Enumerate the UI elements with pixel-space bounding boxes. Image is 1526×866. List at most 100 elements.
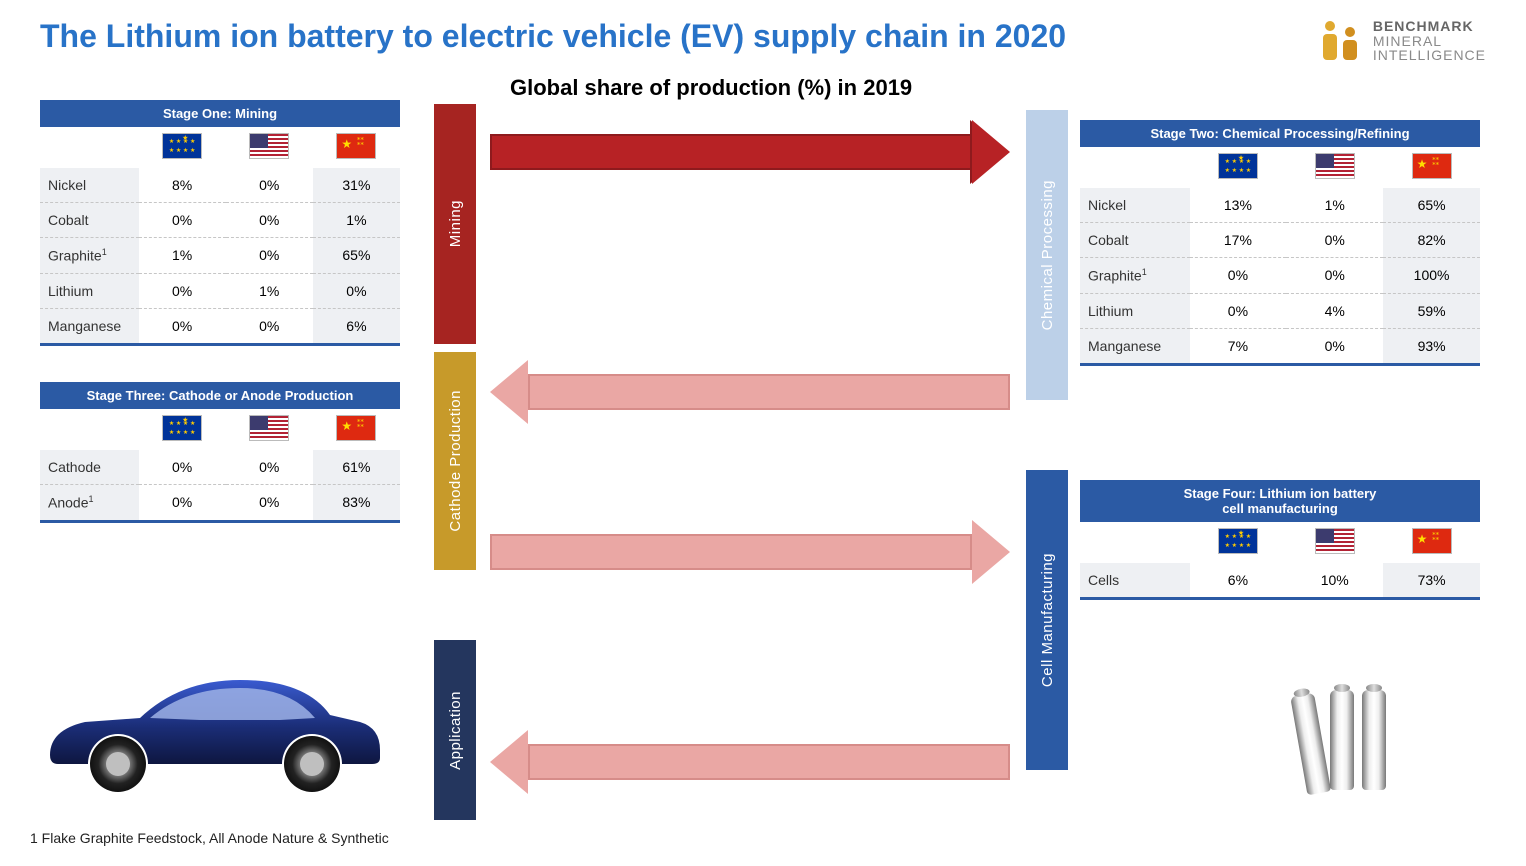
cn-flag-icon xyxy=(336,133,376,159)
stage2-cn-val: 100% xyxy=(1383,258,1480,294)
footnote: 1 Flake Graphite Feedstock, All Anode Na… xyxy=(30,830,389,846)
stage1-eu-val: 0% xyxy=(139,203,226,238)
cn-flag-icon xyxy=(1412,153,1452,179)
stage3-eu-val: 0% xyxy=(139,450,226,485)
stage1-eu-val: 0% xyxy=(139,308,226,344)
stage1-label: Graphite1 xyxy=(40,238,139,274)
logo-mark-icon xyxy=(1317,18,1363,64)
stage3-header: Stage Three: Cathode or Anode Production xyxy=(40,382,400,409)
stage1-label: Lithium xyxy=(40,273,139,308)
stage1-us-val: 0% xyxy=(226,308,313,344)
stage2-us-val: 0% xyxy=(1286,223,1383,258)
stage1-cn-val: 6% xyxy=(313,308,400,344)
stage1-row: Lithium 0% 1% 0% xyxy=(40,273,400,308)
stage1-us-val: 0% xyxy=(226,203,313,238)
stage2-label: Nickel xyxy=(1080,188,1190,223)
stage3-cn-val: 83% xyxy=(313,485,400,522)
stage1-eu-val: 8% xyxy=(139,168,226,203)
stage2-label: Graphite1 xyxy=(1080,258,1190,294)
stage2-header: Stage Two: Chemical Processing/Refining xyxy=(1080,120,1480,147)
stage3-label: Cathode xyxy=(40,450,139,485)
stage2-label: Manganese xyxy=(1080,328,1190,364)
logo-line2: MINERAL xyxy=(1373,34,1486,49)
eu-flag-icon xyxy=(162,415,202,441)
logo-line1: BENCHMARK xyxy=(1373,19,1486,34)
stage3-label: Anode1 xyxy=(40,485,139,522)
stage2-label: Lithium xyxy=(1080,293,1190,328)
stage2-eu-val: 7% xyxy=(1190,328,1287,364)
stage2-row: Manganese 7% 0% 93% xyxy=(1080,328,1480,364)
stage1-row: Graphite1 1% 0% 65% xyxy=(40,238,400,274)
stage2-us-val: 0% xyxy=(1286,328,1383,364)
eu-flag-icon xyxy=(1218,153,1258,179)
stage1-label: Cobalt xyxy=(40,203,139,238)
chemical-stage-bar: Chemical Processing xyxy=(1026,110,1068,400)
cathode-stage-bar: Cathode Production xyxy=(434,352,476,570)
page-title: The Lithium ion battery to electric vehi… xyxy=(40,18,1066,55)
stage2-us-val: 1% xyxy=(1286,188,1383,223)
stage1-row: Nickel 8% 0% 31% xyxy=(40,168,400,203)
stage1-cn-val: 1% xyxy=(313,203,400,238)
app-stage-bar: Application xyxy=(434,640,476,820)
stage2-eu-val: 0% xyxy=(1190,293,1287,328)
flow-arrow-2 xyxy=(490,370,1010,414)
stage2-cn-val: 93% xyxy=(1383,328,1480,364)
stage4-cn-val: 73% xyxy=(1383,563,1480,599)
stage1-us-val: 0% xyxy=(226,168,313,203)
logo-line3: INTELLIGENCE xyxy=(1373,48,1486,63)
stage1-row: Manganese 0% 0% 6% xyxy=(40,308,400,344)
cn-flag-icon xyxy=(1412,528,1452,554)
flow-arrow-3 xyxy=(490,530,1010,574)
stage3-row: Cathode 0% 0% 61% xyxy=(40,450,400,485)
cn-flag-icon xyxy=(336,415,376,441)
stage2-cn-val: 82% xyxy=(1383,223,1480,258)
stage2-eu-val: 0% xyxy=(1190,258,1287,294)
stage1-us-val: 0% xyxy=(226,238,313,274)
us-flag-icon xyxy=(1315,153,1355,179)
stage3-us-val: 0% xyxy=(226,485,313,522)
stage4-table: Stage Four: Lithium ion batterycell manu… xyxy=(1080,480,1480,600)
stage1-label: Manganese xyxy=(40,308,139,344)
stage4-label: Cells xyxy=(1080,563,1190,599)
stage2-table: Stage Two: Chemical Processing/Refining … xyxy=(1080,120,1480,366)
stage3-table: Stage Three: Cathode or Anode Production… xyxy=(40,382,400,523)
stage3-row: Anode1 0% 0% 83% xyxy=(40,485,400,522)
stage1-header: Stage One: Mining xyxy=(40,100,400,127)
stage1-table: Stage One: Mining Nickel 8% 0% 31% Cobal… xyxy=(40,100,400,346)
stage4-header: Stage Four: Lithium ion batterycell manu… xyxy=(1080,480,1480,522)
stage1-cn-val: 31% xyxy=(313,168,400,203)
stage2-us-val: 0% xyxy=(1286,258,1383,294)
stage1-label: Nickel xyxy=(40,168,139,203)
stage2-row: Graphite1 0% 0% 100% xyxy=(1080,258,1480,294)
stage1-cn-val: 0% xyxy=(313,273,400,308)
stage3-cn-val: 61% xyxy=(313,450,400,485)
stage2-cn-val: 65% xyxy=(1383,188,1480,223)
stage2-eu-val: 13% xyxy=(1190,188,1287,223)
stage2-us-val: 4% xyxy=(1286,293,1383,328)
stage2-row: Lithium 0% 4% 59% xyxy=(1080,293,1480,328)
page-subtitle: Global share of production (%) in 2019 xyxy=(510,75,912,101)
stage2-eu-val: 17% xyxy=(1190,223,1287,258)
stage1-eu-val: 1% xyxy=(139,238,226,274)
stage2-row: Cobalt 17% 0% 82% xyxy=(1080,223,1480,258)
eu-flag-icon xyxy=(1218,528,1258,554)
stage2-cn-val: 59% xyxy=(1383,293,1480,328)
us-flag-icon xyxy=(249,415,289,441)
stage1-us-val: 1% xyxy=(226,273,313,308)
benchmark-logo: BENCHMARK MINERAL INTELLIGENCE xyxy=(1317,18,1486,64)
mining-stage-bar: Mining xyxy=(434,104,476,344)
flow-arrow-4 xyxy=(490,740,1010,784)
stage3-us-val: 0% xyxy=(226,450,313,485)
ev-car-image xyxy=(30,660,390,800)
eu-flag-icon xyxy=(162,133,202,159)
stage2-row: Nickel 13% 1% 65% xyxy=(1080,188,1480,223)
stage2-label: Cobalt xyxy=(1080,223,1190,258)
us-flag-icon xyxy=(249,133,289,159)
us-flag-icon xyxy=(1315,528,1355,554)
stage1-cn-val: 65% xyxy=(313,238,400,274)
stage3-eu-val: 0% xyxy=(139,485,226,522)
stage1-eu-val: 0% xyxy=(139,273,226,308)
stage4-row: Cells 6% 10% 73% xyxy=(1080,563,1480,599)
stage4-us-val: 10% xyxy=(1286,563,1383,599)
cell-stage-bar: Cell Manufacturing xyxy=(1026,470,1068,770)
